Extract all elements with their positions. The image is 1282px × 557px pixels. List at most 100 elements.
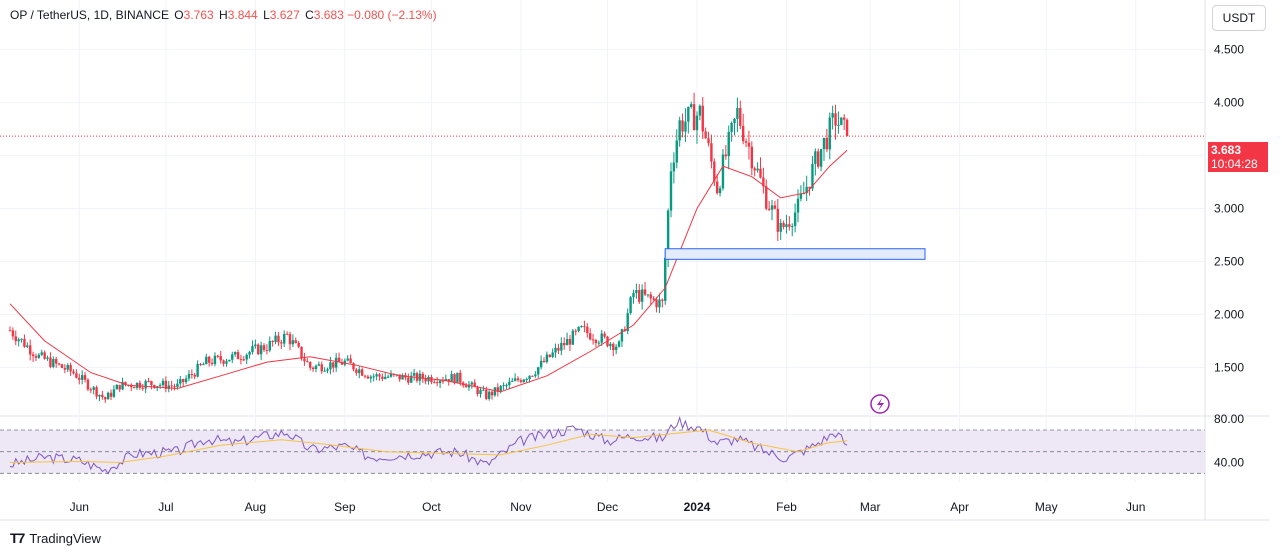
candle-body	[822, 137, 826, 150]
candle-body	[479, 389, 482, 395]
time-tick-label: Nov	[510, 500, 531, 514]
candle-body	[63, 367, 67, 370]
candle-body	[222, 360, 225, 364]
candle-body	[366, 376, 370, 379]
candle-body	[311, 367, 315, 370]
candle-body	[793, 212, 797, 227]
candle-body	[713, 161, 716, 182]
candle-body	[640, 289, 644, 302]
candle-body	[384, 376, 387, 379]
candle-body	[170, 385, 173, 387]
candle-body	[542, 360, 546, 363]
candle-body	[118, 384, 121, 390]
candle-body	[499, 386, 502, 392]
candle-body	[773, 205, 777, 209]
candle-body	[609, 343, 612, 347]
candle-body	[658, 299, 661, 308]
candle-body	[459, 372, 462, 383]
candle-body	[652, 298, 655, 300]
bar-countdown: 10:04:28	[1211, 157, 1258, 171]
candle-body	[825, 137, 829, 150]
candle-body	[29, 345, 32, 355]
candle-body	[239, 359, 243, 361]
candle-body	[181, 379, 185, 383]
candle-body	[655, 299, 658, 308]
candle-body	[291, 340, 295, 345]
candle-body	[450, 374, 453, 382]
candle-body	[401, 375, 404, 380]
candle-body	[104, 397, 107, 400]
candle-body	[254, 344, 257, 347]
candle-body	[727, 131, 730, 157]
candle-body	[753, 168, 756, 171]
candle-body	[565, 338, 569, 346]
candle-body	[326, 369, 329, 371]
candle-body	[687, 106, 690, 122]
candle-body	[744, 141, 748, 143]
low-label: L	[263, 8, 270, 22]
candle-body	[332, 362, 335, 368]
price-tick-label: 3.000	[1214, 202, 1244, 216]
candle-body	[799, 193, 803, 199]
candle-body	[352, 363, 355, 370]
candle-body	[381, 376, 384, 379]
candle-body	[770, 205, 774, 210]
candle-body	[219, 356, 222, 361]
candle-body	[759, 168, 762, 178]
candle-body	[259, 345, 263, 355]
candle-body	[167, 385, 170, 389]
high-value: 3.844	[227, 8, 258, 22]
candle-body	[516, 378, 520, 381]
candle-body	[845, 119, 849, 137]
candle-body	[632, 293, 635, 298]
candle-body	[511, 380, 514, 382]
rsi-pane	[0, 416, 1205, 475]
time-tick-label: Oct	[422, 500, 441, 514]
candle-body	[557, 347, 560, 351]
candle-body	[228, 359, 231, 362]
candle-body	[430, 376, 433, 383]
candle-body	[54, 358, 58, 364]
overlays	[0, 135, 1205, 414]
candle-body	[427, 376, 430, 382]
candle-body	[591, 339, 595, 341]
candle-body	[643, 289, 647, 295]
candle-body	[548, 354, 551, 357]
candle-body	[796, 198, 800, 213]
candle-body	[649, 294, 652, 299]
candle-body	[447, 379, 450, 382]
candle-body	[560, 342, 563, 351]
candle-body	[23, 338, 26, 347]
candle-body	[375, 374, 378, 377]
candle-body	[262, 345, 266, 350]
candle-body	[66, 365, 69, 370]
candle-body	[213, 355, 217, 365]
candle-body	[583, 326, 586, 328]
candle-body	[424, 378, 427, 382]
candle-body	[323, 370, 326, 372]
tradingview-logo[interactable]: T7 TradingView	[10, 530, 101, 546]
candle-body	[415, 373, 419, 381]
candle-body	[207, 356, 211, 363]
low-value: 3.627	[269, 8, 300, 22]
candle-body	[435, 382, 439, 384]
candle-body	[271, 340, 274, 343]
candle-body	[476, 387, 479, 395]
candle-body	[508, 381, 511, 386]
time-tick-label: Dec	[597, 500, 618, 514]
candle-body	[612, 343, 615, 351]
candle-body	[629, 297, 632, 314]
candle-body	[225, 361, 228, 364]
candle-body	[164, 380, 168, 389]
candle-body	[482, 389, 485, 391]
currency-button[interactable]: USDT	[1212, 5, 1266, 31]
candle-body	[782, 222, 785, 228]
candle-body	[586, 326, 589, 334]
candle-body	[31, 354, 35, 357]
candle-body	[147, 381, 150, 383]
time-tick-label: Aug	[245, 500, 266, 514]
candle-body	[37, 354, 41, 358]
candle-body	[138, 382, 142, 388]
candle-body	[638, 290, 641, 302]
candle-body	[620, 329, 624, 342]
